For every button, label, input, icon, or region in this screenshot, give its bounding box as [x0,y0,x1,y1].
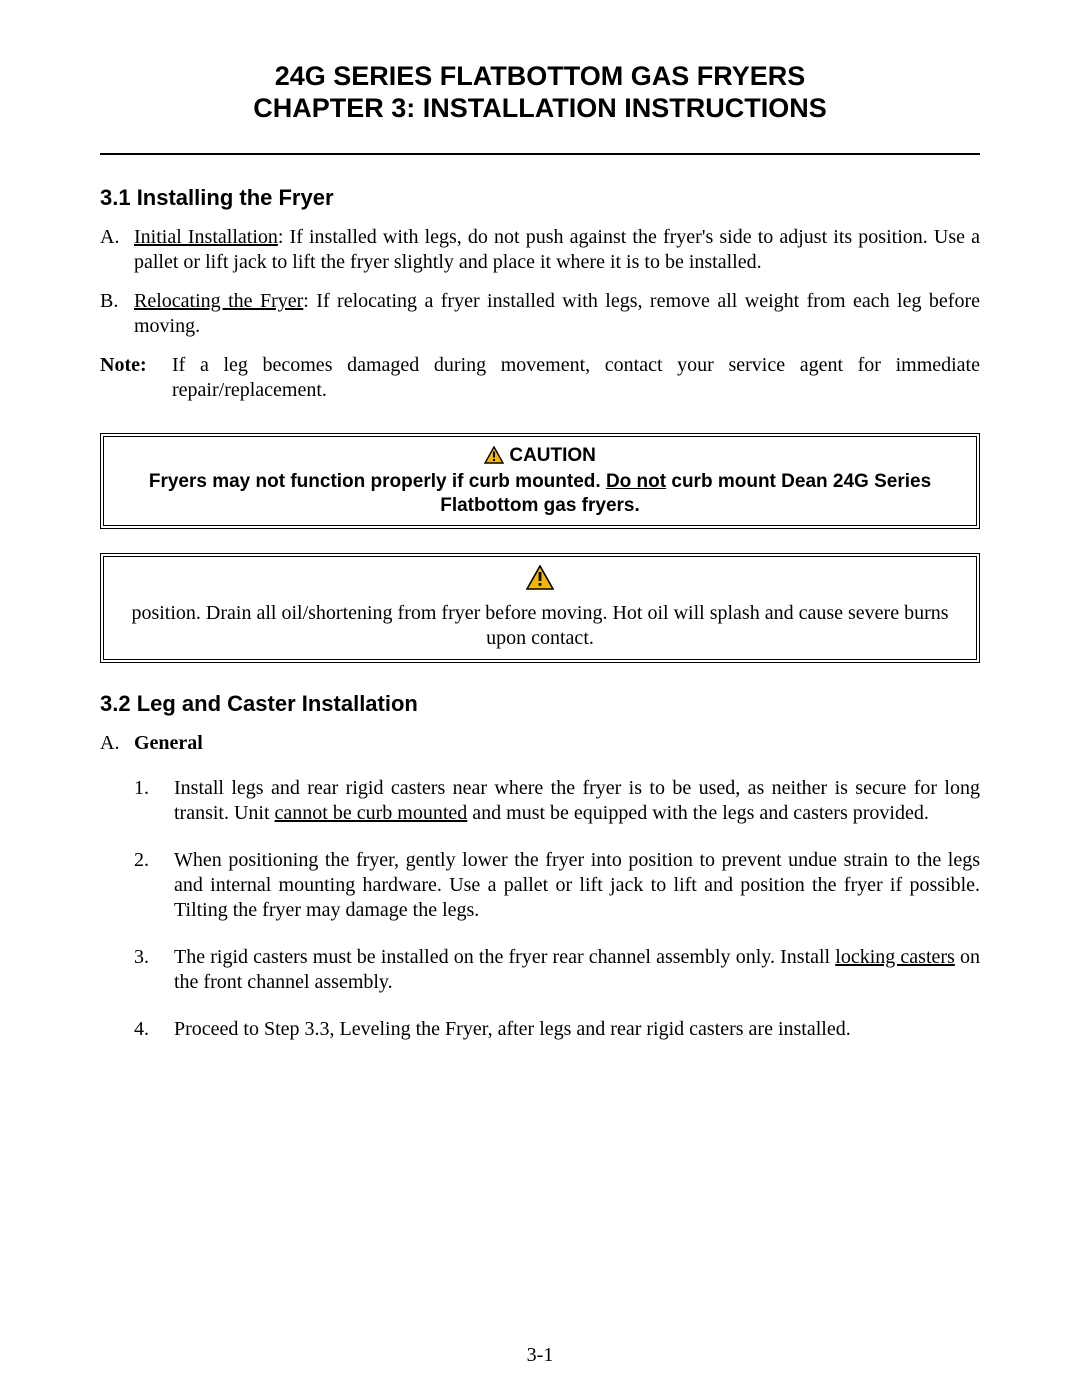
lead-term: Initial Installation [134,226,278,248]
caution-donot: Do not [606,471,666,492]
item-marker: B. [100,289,134,339]
warning-icon [526,565,554,595]
caution-text-a: Fryers may not function properly if curb… [149,471,606,492]
danger-body: position. Drain all oil/shortening from … [114,601,966,651]
item-3-2-a-3: 3. The rigid casters must be installed o… [134,945,980,995]
text-post: and must be equipped with the legs and c… [467,802,929,824]
item-3-2-a-2: 2. When positioning the fryer, gently lo… [134,848,980,923]
section-3-1-heading: 3.1 Installing the Fryer [100,185,980,211]
item-3-2-a: A. General [100,731,980,756]
caution-box: CAUTION Fryers may not function properly… [100,433,980,530]
item-3-1-a: A. Initial Installation: If installed wi… [100,225,980,275]
item-body: Initial Installation: If installed with … [134,225,980,275]
caution-body: Fryers may not function properly if curb… [114,470,966,518]
item-body: Install legs and rear rigid casters near… [174,776,980,826]
item-3-2-a-4: 4. Proceed to Step 3.3, Leveling the Fry… [134,1017,980,1042]
danger-box: position. Drain all oil/shortening from … [100,553,980,663]
text-underlined: locking casters [835,946,955,968]
subheading-general: General [134,731,980,756]
item-marker: 3. [134,945,174,995]
title-line-1: 24G SERIES FLATBOTTOM GAS FRYERS [100,60,980,92]
item-marker: 4. [134,1017,174,1042]
item-3-1-b: B. Relocating the Fryer: If relocating a… [100,289,980,339]
note-3-1: Note: If a leg becomes damaged during mo… [100,353,980,403]
item-body: Relocating the Fryer: If relocating a fr… [134,289,980,339]
chapter-title: 24G SERIES FLATBOTTOM GAS FRYERS CHAPTER… [100,60,980,125]
item-marker: 1. [134,776,174,826]
danger-heading [114,565,966,595]
item-body: The rigid casters must be installed on t… [174,945,980,995]
page: 24G SERIES FLATBOTTOM GAS FRYERS CHAPTER… [0,0,1080,1397]
note-text: If a leg becomes damaged during movement… [172,353,980,403]
text-pre: The rigid casters must be installed on t… [174,946,835,968]
warning-icon [484,446,504,470]
page-number: 3-1 [0,1344,1080,1367]
section-3-2-heading: 3.2 Leg and Caster Installation [100,691,980,717]
caution-heading: CAUTION [114,445,966,470]
title-rule [100,153,980,155]
lead-term: Relocating the Fryer [134,290,303,312]
item-body: Proceed to Step 3.3, Leveling the Fryer,… [174,1017,980,1042]
text-underlined: cannot be curb mounted [275,802,468,824]
item-marker: A. [100,731,134,756]
title-line-2: CHAPTER 3: INSTALLATION INSTRUCTIONS [100,92,980,124]
item-marker: A. [100,225,134,275]
item-body: When positioning the fryer, gently lower… [174,848,980,923]
item-3-2-a-1: 1. Install legs and rear rigid casters n… [134,776,980,826]
item-marker: 2. [134,848,174,923]
caution-label: CAUTION [509,445,596,466]
note-label: Note: [100,353,172,403]
